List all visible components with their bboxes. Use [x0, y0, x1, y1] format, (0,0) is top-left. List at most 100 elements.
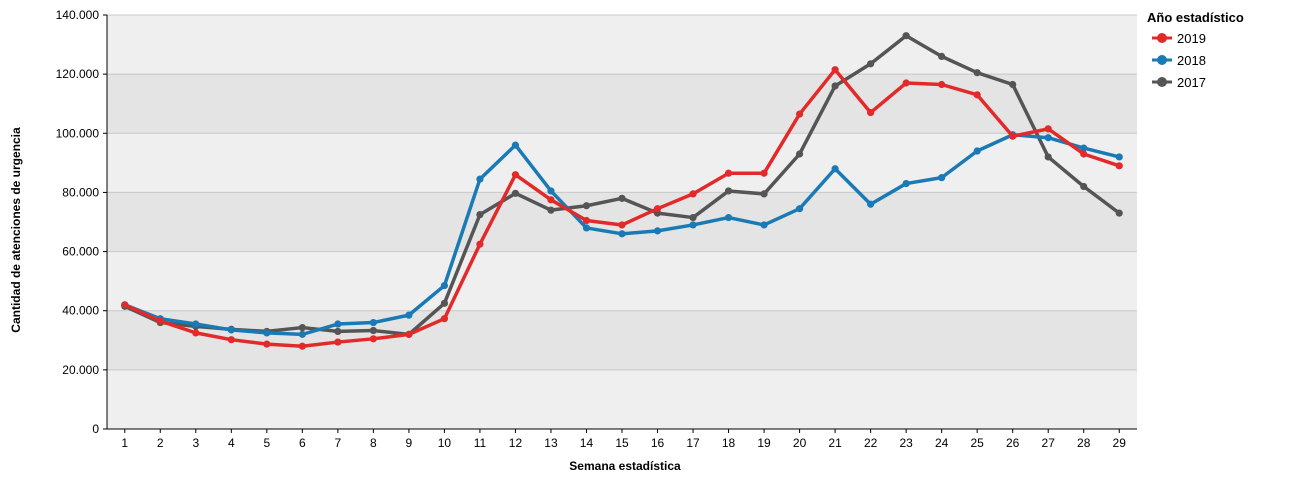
data-point-2017	[1115, 209, 1123, 217]
data-point-2017	[689, 213, 697, 222]
y-tick-label: 140.000	[56, 8, 100, 22]
x-tick-label: 27	[1042, 436, 1056, 450]
data-point-2017	[582, 202, 591, 210]
data-point-2018	[973, 147, 981, 155]
data-point-2017	[298, 323, 306, 332]
data-point-2018	[227, 326, 235, 334]
data-point-2018	[618, 230, 626, 238]
data-point-2017	[795, 150, 804, 158]
x-tick-label: 21	[828, 436, 842, 450]
x-tick-label: 25	[970, 436, 984, 450]
x-tick-label: 14	[580, 436, 594, 450]
data-point-2019	[1080, 150, 1088, 158]
x-tick-label: 19	[757, 436, 771, 450]
data-point-2018	[938, 174, 946, 182]
data-point-2018	[1080, 144, 1088, 152]
data-point-2017	[1044, 153, 1052, 161]
data-point-2019	[938, 80, 946, 89]
x-tick-label: 9	[406, 436, 413, 450]
data-point-2019	[582, 216, 591, 225]
x-tick-label: 7	[335, 436, 342, 450]
legend: Año estadístico 2019 2018 2017	[1147, 10, 1244, 90]
legend-swatch-marker	[1157, 33, 1167, 43]
data-point-2019	[156, 317, 164, 325]
data-point-2019	[405, 330, 413, 338]
x-tick-label: 22	[864, 436, 878, 450]
data-point-2018	[298, 330, 306, 338]
data-point-2019	[192, 329, 200, 337]
data-point-2018	[263, 329, 271, 337]
data-point-2018	[795, 205, 804, 213]
data-point-2017	[867, 60, 875, 68]
data-point-2018	[867, 200, 875, 208]
data-point-2017	[440, 299, 449, 307]
data-point-2019	[440, 315, 449, 323]
legend-label: 2019	[1177, 31, 1206, 46]
legend-item-2018: 2018	[1152, 53, 1206, 68]
data-point-2018	[760, 221, 768, 229]
data-point-2017	[938, 52, 946, 61]
x-tick-label: 17	[686, 436, 700, 450]
x-axis-title: Semana estadística	[569, 459, 681, 473]
y-tick-label: 100.000	[56, 126, 100, 140]
data-point-2018	[653, 227, 662, 235]
x-tick-label: 11	[474, 436, 487, 450]
data-point-2019	[298, 342, 306, 350]
data-point-2018	[476, 175, 484, 183]
background-band	[107, 310, 1137, 370]
legend-item-2017: 2017	[1152, 75, 1206, 90]
data-point-2018	[582, 224, 591, 232]
data-point-2017	[618, 194, 626, 202]
data-point-2019	[902, 79, 910, 87]
data-point-2017	[902, 32, 910, 40]
data-point-2018	[511, 141, 520, 149]
data-point-2017	[334, 327, 342, 336]
x-tick-label: 12	[509, 436, 523, 450]
legend-item-2019: 2019	[1152, 31, 1206, 46]
background-band	[107, 133, 1137, 193]
x-tick-label: 23	[899, 436, 913, 450]
background-band	[107, 369, 1137, 429]
data-point-2019	[689, 190, 697, 198]
x-tick-label: 5	[263, 436, 270, 450]
x-tick-label: 3	[192, 436, 199, 450]
x-tick-label: 15	[615, 436, 629, 450]
data-point-2018	[547, 187, 555, 195]
data-point-2017	[724, 187, 733, 195]
background-band	[107, 74, 1137, 134]
legend-title: Año estadístico	[1147, 10, 1244, 25]
data-point-2017	[760, 190, 768, 198]
y-tick-label: 40.000	[62, 304, 99, 318]
data-point-2019	[369, 335, 377, 343]
data-point-2018	[831, 165, 839, 173]
data-point-2019	[795, 110, 804, 118]
x-tick-label: 20	[793, 436, 807, 450]
x-tick-label: 1	[121, 436, 128, 450]
x-tick-label: 2	[157, 436, 164, 450]
legend-label: 2017	[1177, 75, 1206, 90]
legend-swatch-marker	[1157, 55, 1167, 65]
legend-swatch-marker	[1157, 77, 1167, 87]
data-point-2017	[547, 206, 555, 214]
data-point-2018	[1044, 134, 1052, 142]
data-point-2019	[1009, 132, 1017, 140]
y-tick-label: 80.000	[62, 185, 99, 199]
data-point-2019	[867, 108, 875, 117]
data-point-2018	[1115, 153, 1123, 161]
y-tick-label: 60.000	[62, 245, 99, 259]
data-point-2019	[724, 169, 733, 177]
y-tick-label: 120.000	[56, 67, 100, 81]
background-band	[107, 251, 1137, 311]
data-point-2018	[334, 320, 342, 328]
x-tick-label: 16	[651, 436, 665, 450]
data-point-2019	[831, 66, 839, 74]
data-point-2019	[618, 221, 626, 229]
x-tick-label: 24	[935, 436, 949, 450]
data-point-2018	[369, 318, 377, 327]
x-tick-label: 10	[438, 436, 452, 450]
data-point-2019	[973, 91, 981, 99]
y-axis-title: Cantidad de atenciones de urgencia	[9, 127, 23, 333]
data-point-2017	[831, 82, 839, 90]
